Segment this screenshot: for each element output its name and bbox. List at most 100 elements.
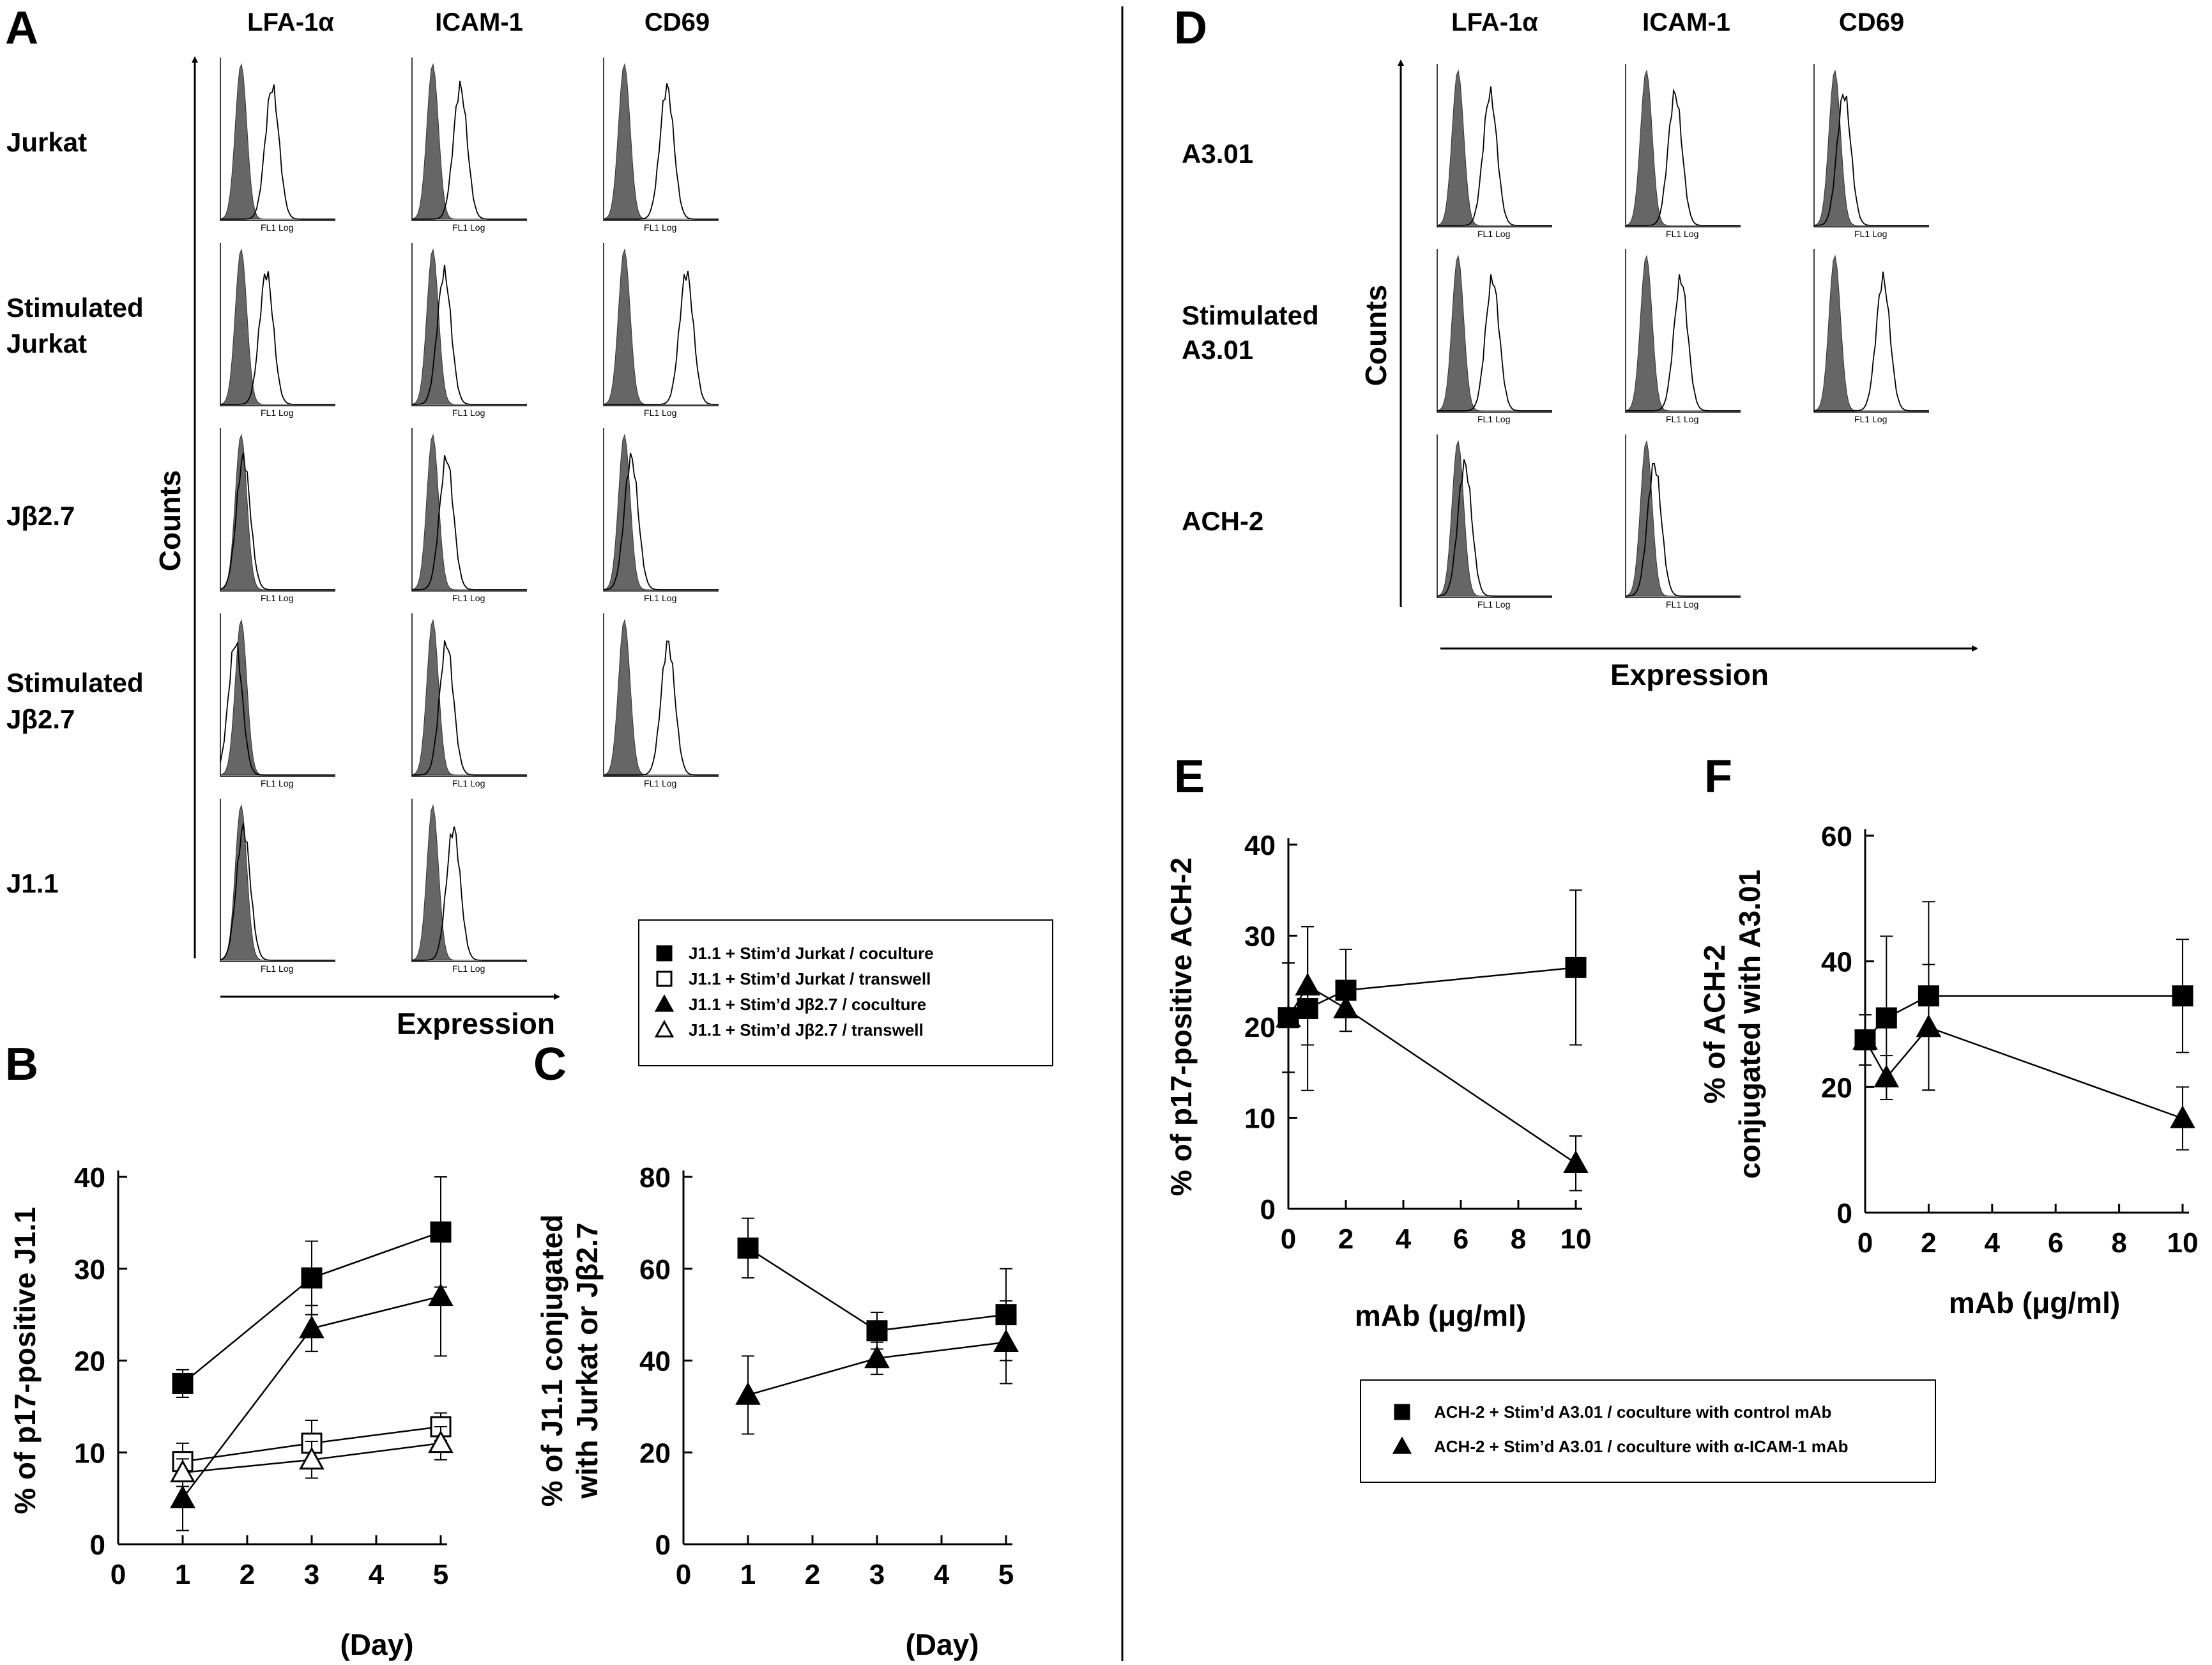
panel-a-histogram-r3-c1: FL1 Log	[220, 428, 335, 603]
panel-a-histogram-r2-c1: FL1 Log	[220, 243, 335, 418]
histogram-axes	[411, 613, 527, 777]
panel-a-histogram-r1-c1: FL1 Log	[220, 58, 335, 233]
y-tick-label: 20	[1244, 1012, 1276, 1043]
stained-histogram	[412, 265, 527, 405]
histogram-axes	[1625, 434, 1741, 598]
series-square-filled	[1278, 889, 1587, 1091]
panel-a-col-header-icam1: ICAM-1	[435, 8, 523, 36]
histogram-x-label: FL1 Log	[1854, 229, 1887, 239]
histogram-x-label: FL1 Log	[1666, 599, 1698, 610]
stained-histogram	[412, 81, 527, 220]
histogram-x-label: FL1 Log	[452, 222, 485, 233]
histogram-axes	[1813, 64, 1929, 227]
x-tick-label: 10	[2167, 1227, 2199, 1259]
x-tick-label: 3	[304, 1559, 319, 1590]
panel-a-histogram-grid: FL1 Log FL1 Log FL1 Log FL1 Log FL1 Log FL1 L…	[220, 58, 719, 974]
data-point	[428, 1430, 454, 1454]
y-tick-label: 60	[639, 1254, 671, 1285]
histogram-x-label: FL1 Log	[452, 408, 485, 418]
histogram-axes	[1625, 249, 1741, 413]
histogram-axes	[220, 243, 335, 406]
panel-label-e: E	[1174, 751, 1205, 802]
x-tick-label: 8	[1511, 1224, 1526, 1255]
histogram-axes	[220, 613, 335, 777]
histogram-axes	[603, 428, 719, 592]
y-axis-label: % of J1.1 conjugated	[535, 1215, 568, 1507]
histogram-x-label: FL1 Log	[452, 593, 485, 603]
x-tick-label: 6	[2048, 1227, 2063, 1259]
isotype-control-histogram	[1437, 69, 1552, 226]
series-square-filled	[737, 1217, 1017, 1362]
legend-marker-square-filled	[1394, 1404, 1410, 1420]
panel-a-histogram-r4-c3: FL1 Log	[603, 613, 719, 788]
panel-a-flow-histograms: LFA-1α ICAM-1 CD69 Jurkat Stimulated Jur…	[6, 8, 719, 1040]
histogram-axes	[411, 243, 527, 406]
stained-histogram	[220, 452, 335, 590]
series-line	[1865, 995, 2183, 1041]
histogram-axes	[220, 799, 335, 962]
histogram-x-label: FL1 Log	[261, 408, 293, 418]
y-tick-label: 20	[1821, 1072, 1852, 1103]
data-point	[866, 1320, 888, 1342]
x-tick-label: 0	[111, 1559, 126, 1590]
panel-d-histogram-r3-c1: FL1 Log	[1437, 434, 1552, 610]
x-tick-label: 4	[934, 1559, 950, 1590]
histogram-axes	[603, 58, 719, 221]
histogram-axes	[1437, 434, 1552, 598]
panel-a-row-label-j11: J1.1	[6, 868, 59, 898]
isotype-control-histogram	[1625, 69, 1741, 226]
stained-histogram	[604, 640, 719, 776]
stained-histogram	[604, 83, 719, 220]
isotype-control-histogram	[1625, 440, 1741, 597]
y-tick-label: 40	[1821, 947, 1852, 978]
histogram-axes	[603, 613, 719, 777]
legend-marker-triangle-filled	[1392, 1436, 1412, 1454]
series-triangle-filled	[170, 1236, 454, 1531]
histogram-axes	[1437, 249, 1552, 413]
histogram-axes	[411, 58, 527, 221]
panel-d-row-label-stim-a301-1: Stimulated	[1182, 300, 1319, 330]
series-triangle-filled	[735, 1300, 1019, 1435]
x-tick-label: 1	[740, 1559, 756, 1590]
y-tick-label: 40	[74, 1162, 105, 1193]
stained-histogram	[220, 84, 335, 220]
panel-d-flow-histograms: LFA-1α ICAM-1 CD69 A3.01 Stimulated A3.0…	[1182, 8, 1978, 691]
panel-a-row-label-stim-jurkat-2: Jurkat	[6, 328, 87, 358]
panel-d-x-axis-label: Expression	[1610, 658, 1769, 691]
series-triangle-filled	[1276, 926, 1589, 1192]
panel-a-histogram-r1-c2: FL1 Log	[411, 58, 527, 233]
histogram-axes	[1625, 64, 1741, 227]
x-tick-label: 4	[1396, 1224, 1412, 1255]
isotype-control-histogram	[1437, 254, 1552, 411]
y-tick-label: 40	[1244, 830, 1276, 861]
y-tick-label: 20	[639, 1438, 671, 1469]
x-axis-label: mAb (μg/ml)	[1355, 1299, 1526, 1332]
isotype-control-histogram	[411, 433, 527, 590]
panel-a-row-label-stim-jb27-2: Jβ2.7	[6, 704, 75, 734]
data-point	[1565, 956, 1587, 978]
x-axis-label: (Day)	[905, 1628, 979, 1661]
isotype-control-histogram	[603, 248, 719, 405]
y-tick-label: 10	[1244, 1103, 1276, 1135]
panel-d-col-header-icam1: ICAM-1	[1642, 8, 1730, 36]
y-tick-label: 0	[1260, 1194, 1276, 1225]
isotype-control-histogram	[1437, 440, 1552, 597]
legend-ef-label-2: ACH-2 + Stim’d A3.01 / coculture with α-…	[1434, 1437, 1849, 1456]
legend-bc-label-3: J1.1 + Stim’d Jβ2.7 / coculture	[689, 995, 926, 1014]
stained-histogram	[1437, 274, 1552, 411]
series-triangle-open	[170, 1426, 454, 1487]
x-tick-label: 2	[1338, 1224, 1354, 1255]
isotype-control-histogram	[411, 63, 527, 220]
panel-a-histogram-r5-c1: FL1 Log	[220, 799, 335, 974]
legend-marker-triangle-filled	[654, 994, 675, 1012]
panel-d-row-label-a301: A3.01	[1182, 139, 1253, 169]
x-tick-label: 1	[175, 1559, 190, 1590]
y-tick-label: 40	[639, 1346, 671, 1377]
series-square-filled	[172, 1176, 452, 1398]
histogram-axes	[1813, 249, 1929, 413]
stained-histogram	[220, 271, 335, 405]
panel-d-histogram-r2-c1: FL1 Log	[1437, 249, 1552, 424]
histogram-x-label: FL1 Log	[261, 222, 293, 233]
data-point	[1295, 972, 1320, 996]
data-point	[735, 1382, 761, 1405]
